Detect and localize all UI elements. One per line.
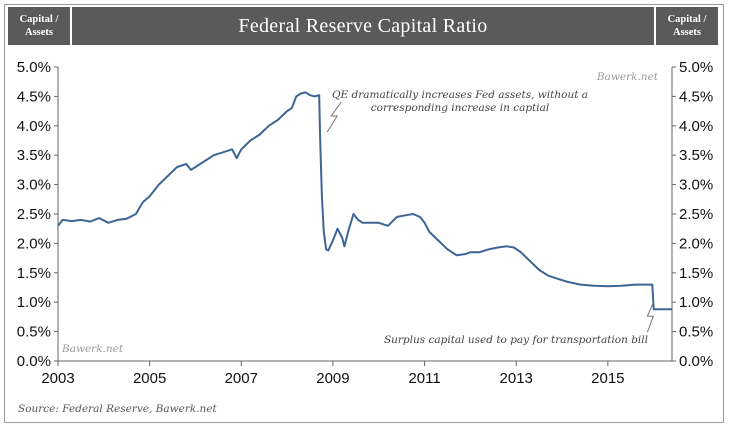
x-tick-label: 2015 — [591, 370, 624, 387]
y-tick-label-right: 0.0% — [679, 353, 713, 370]
annotation-qe-leader — [326, 101, 342, 133]
y-tick-label-right: 4.5% — [679, 88, 713, 105]
y-tick-label-right: 4.0% — [679, 118, 713, 135]
left-axis-header: Capital / Assets — [8, 7, 70, 45]
y-tick-label-right: 2.0% — [679, 235, 713, 252]
y-tick-label-right: 1.5% — [679, 265, 713, 282]
annotation-marks — [326, 101, 655, 333]
y-tick-label-left: 3.5% — [17, 147, 51, 164]
annotation-qe: QE dramatically increases Fed assets, wi… — [332, 89, 588, 114]
x-tick-label: 2013 — [500, 370, 533, 387]
x-tick-label: 2009 — [316, 370, 349, 387]
annotation-surplus: Surplus capital used to pay for transpor… — [384, 334, 648, 346]
annotation-qe-line: corresponding increase in captial — [371, 102, 550, 114]
y-tick-label-left: 5.0% — [17, 59, 51, 76]
y-tick-label-left: 2.5% — [17, 206, 51, 223]
watermark-top-right: Bawerk.net — [596, 71, 659, 83]
y-tick-label-left: 3.0% — [17, 177, 51, 194]
y-tick-label-left: 1.5% — [17, 265, 51, 282]
y-tick-label-left: 4.5% — [17, 88, 51, 105]
x-tick-label: 2003 — [41, 370, 74, 387]
y-tick-label-right: 3.0% — [679, 177, 713, 194]
y-tick-label-right: 2.5% — [679, 206, 713, 223]
x-axis: 2003 2005 2007 2009 2011 2013 2015 — [41, 361, 625, 387]
x-tick-label: 2007 — [225, 370, 258, 387]
chart-frame — [4, 4, 724, 423]
y-tick-label-left: 1.0% — [17, 294, 51, 311]
y-axis-left: 0.0% 0.5% 1.0% 1.5% 2.0% 2.5% 3.0% 3.5% 4.0% 4.5%… — [17, 59, 58, 370]
annotation-surplus-leader — [646, 302, 655, 333]
y-tick-label-right: 1.0% — [679, 294, 713, 311]
series-line — [57, 91, 672, 311]
annotation-qe-line: QE dramatically increases Fed assets, wi… — [332, 89, 588, 101]
y-tick-label-left: 2.0% — [17, 235, 51, 252]
y-tick-label-left: 0.5% — [17, 324, 51, 341]
watermark-bottom-left: Bawerk.net — [61, 343, 124, 355]
source-note: Source: Federal Reserve, Bawerk.net — [18, 403, 218, 415]
y-tick-label-right: 3.5% — [679, 147, 713, 164]
x-tick-label: 2005 — [133, 370, 166, 387]
y-tick-label-right: 5.0% — [679, 59, 713, 76]
x-tick-label: 2011 — [408, 370, 440, 387]
right-axis-header: Capital / Assets — [656, 7, 718, 45]
y-axis-right: 0.0% 0.5% 1.0% 1.5% 2.0% 2.5% 3.0% 3.5% 4.0% 4.5%… — [672, 59, 713, 370]
y-tick-label-left: 0.0% — [17, 353, 51, 370]
axes — [57, 67, 673, 362]
y-tick-label-right: 0.5% — [679, 324, 713, 341]
series-layer — [57, 91, 672, 311]
y-tick-label-left: 4.0% — [17, 118, 51, 135]
chart-title: Federal Reserve Capital Ratio — [72, 7, 654, 45]
